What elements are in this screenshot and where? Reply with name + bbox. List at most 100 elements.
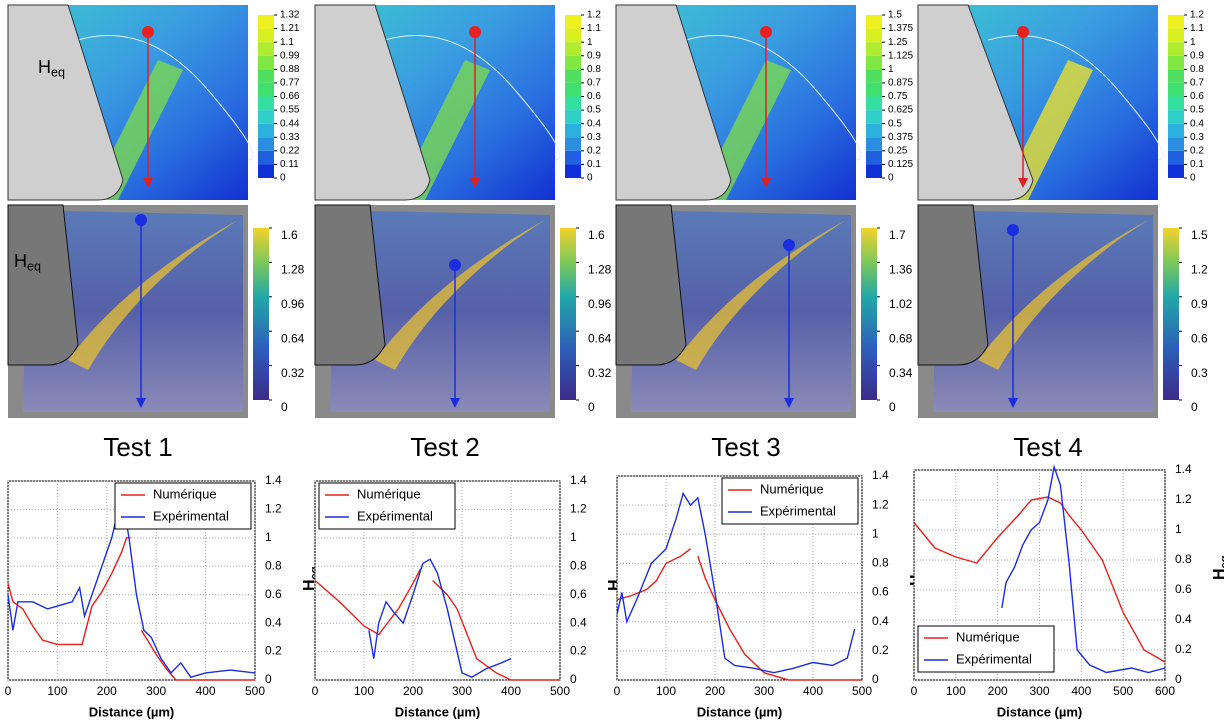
colorbar-tick-label: 0.6 bbox=[1191, 331, 1208, 345]
colorbar-tick-label: 0.125 bbox=[888, 159, 913, 170]
colorbar-band bbox=[258, 82, 274, 97]
colorbar-band bbox=[258, 137, 274, 151]
x-tick-label: 600 bbox=[1155, 684, 1175, 698]
arrow-head bbox=[1018, 178, 1028, 188]
label-main: H bbox=[301, 579, 318, 591]
y-tick-label: 0.4 bbox=[872, 614, 889, 628]
data-line bbox=[616, 491, 856, 674]
exp-band bbox=[375, 220, 545, 370]
colorbar-band bbox=[866, 42, 882, 56]
y-tick-label: 1.2 bbox=[1175, 492, 1192, 506]
colorbar-band bbox=[866, 55, 882, 70]
y-tick-label: 1 bbox=[872, 526, 879, 540]
colorbar-tick-label: 1.6 bbox=[588, 228, 605, 242]
x-tick-label: 200 bbox=[705, 684, 725, 698]
colorbar-band bbox=[866, 69, 882, 83]
start-point bbox=[783, 239, 795, 251]
legend-box bbox=[114, 482, 252, 530]
colorbar-tick-label: 0.5 bbox=[1190, 105, 1204, 116]
colorbar-tick-label: 1.1 bbox=[587, 23, 601, 34]
colorbar-band bbox=[866, 28, 882, 43]
colorbar-tick-label: 1.2 bbox=[1191, 263, 1208, 277]
label-sub: eq bbox=[51, 66, 65, 80]
x-tick-label: 100 bbox=[47, 684, 67, 698]
colorbar-tick-label: 0.2 bbox=[587, 145, 601, 156]
colorbar-tick-label: 0.75 bbox=[888, 91, 908, 102]
x-tick-label: 0 bbox=[614, 684, 621, 698]
colorbar-tick-label: 0 bbox=[1190, 173, 1196, 184]
y-tick-label: 0.4 bbox=[265, 615, 282, 629]
legend-label: Numérique bbox=[956, 629, 1020, 644]
x-tick-label: 100 bbox=[354, 684, 374, 698]
data-line bbox=[1001, 464, 1166, 674]
start-point bbox=[760, 26, 772, 38]
data-line bbox=[616, 548, 862, 681]
colorbar-tick-label: 0.96 bbox=[281, 297, 305, 311]
y-tick-label: 0.6 bbox=[265, 587, 282, 601]
x-tick-label: 200 bbox=[988, 684, 1008, 698]
y-tick-label: 0.4 bbox=[570, 615, 587, 629]
colorbar-band bbox=[258, 150, 274, 165]
y-tick-label: 0 bbox=[570, 672, 577, 686]
colorbar-band bbox=[866, 123, 882, 138]
colorbar-band bbox=[1168, 55, 1184, 70]
colorbar-tick-label: 1.25 bbox=[888, 37, 908, 48]
y-tick-label: 1 bbox=[265, 530, 272, 544]
colorbar-band bbox=[258, 42, 274, 56]
x-tick-label: 200 bbox=[97, 684, 117, 698]
colorbar-band bbox=[565, 42, 581, 56]
colorbar-band bbox=[565, 55, 581, 70]
colorbar-band bbox=[866, 96, 882, 111]
colorbar-band bbox=[866, 82, 882, 97]
colorbar-tick-label: 0 bbox=[588, 400, 595, 414]
x-tick-label: 100 bbox=[946, 684, 966, 698]
colorbar-band bbox=[258, 123, 274, 138]
colorbar-band bbox=[565, 164, 581, 178]
y-tick-label: 0.6 bbox=[1175, 582, 1192, 596]
colorbar-band bbox=[258, 69, 274, 83]
colorbar-tick-label: 0 bbox=[281, 400, 288, 414]
colorbar-tick-label: 0.7 bbox=[1190, 78, 1204, 89]
x-tick-label: 100 bbox=[656, 684, 676, 698]
tool bbox=[7, 204, 79, 366]
colorbar-tick-label: 0.8 bbox=[1190, 64, 1204, 75]
x-tick-label: 300 bbox=[452, 684, 472, 698]
colorbar-tick-label: 0.33 bbox=[280, 132, 300, 143]
exp-band bbox=[676, 220, 846, 370]
colorbar-tick-label: 1.125 bbox=[888, 50, 913, 61]
colorbar-tick-label: 1 bbox=[587, 37, 593, 48]
start-point bbox=[1007, 224, 1019, 236]
colorbar-tick-label: 1.36 bbox=[889, 263, 913, 277]
colorbar-band bbox=[565, 96, 581, 111]
data-line bbox=[7, 537, 255, 681]
start-point bbox=[135, 214, 147, 226]
exp-band bbox=[978, 220, 1148, 370]
colorbar bbox=[560, 228, 576, 400]
colorbar-tick-label: 0.22 bbox=[280, 145, 300, 156]
x-tick-label: 400 bbox=[803, 684, 823, 698]
label-sub: eq bbox=[27, 260, 41, 274]
y-tick-label: 0.4 bbox=[1175, 612, 1192, 626]
subscript-label: Heq bbox=[38, 57, 65, 80]
x-tick-label: 300 bbox=[1029, 684, 1049, 698]
colorbar-band bbox=[565, 69, 581, 83]
colorbar-band bbox=[258, 110, 274, 124]
colorbar-tick-label: 0.9 bbox=[1191, 297, 1208, 311]
colorbar-tick-label: 0.1 bbox=[1190, 159, 1204, 170]
label-main: H bbox=[14, 251, 27, 271]
colorbar-tick-label: 0.64 bbox=[281, 331, 305, 345]
colorbar-tick-label: 0.25 bbox=[888, 145, 908, 156]
colorbar-tick-label: 0 bbox=[1191, 400, 1198, 414]
colorbar-tick-label: 1.28 bbox=[588, 263, 612, 277]
test-title: Test 2 bbox=[410, 432, 479, 462]
colorbar-tick-label: 1.1 bbox=[1190, 23, 1204, 34]
colorbar-band bbox=[565, 82, 581, 97]
y-tick-label: 0.8 bbox=[872, 556, 889, 570]
legend-label: Expérimental bbox=[760, 503, 836, 518]
colorbar-tick-label: 0 bbox=[889, 400, 896, 414]
legend-label: Numérique bbox=[153, 486, 217, 501]
colorbar-tick-label: 1.6 bbox=[281, 228, 298, 242]
colorbar-band bbox=[565, 110, 581, 124]
legend-box bbox=[917, 625, 1055, 673]
